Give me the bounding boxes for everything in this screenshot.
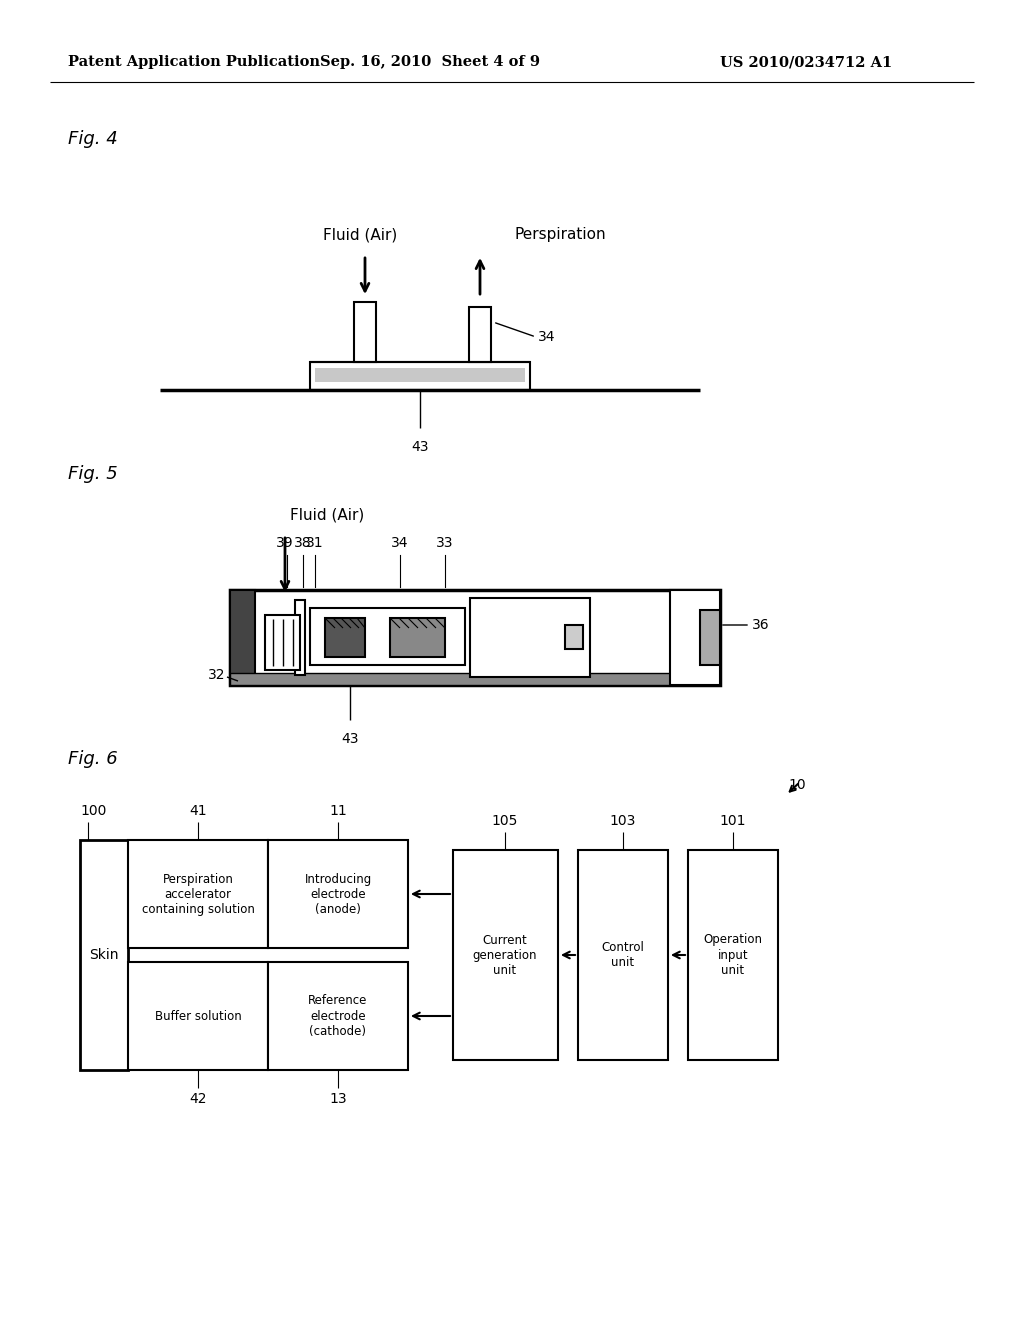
Bar <box>578 850 668 1060</box>
Bar <box>354 302 376 362</box>
Text: US 2010/0234712 A1: US 2010/0234712 A1 <box>720 55 892 69</box>
Text: Introducing
electrode
(anode): Introducing electrode (anode) <box>304 873 372 916</box>
Bar <box>310 362 530 389</box>
Text: 33: 33 <box>436 536 454 550</box>
Text: 42: 42 <box>189 1092 207 1106</box>
Text: 31: 31 <box>306 536 324 550</box>
Bar <box>390 618 445 657</box>
Text: Current
generation
unit: Current generation unit <box>473 933 538 977</box>
Bar <box>310 609 465 665</box>
Text: 10: 10 <box>788 777 806 792</box>
Text: 11: 11 <box>329 804 347 818</box>
Bar <box>230 590 255 685</box>
Bar <box>325 618 365 657</box>
Bar <box>700 610 720 665</box>
Bar <box>128 840 268 948</box>
Text: 101: 101 <box>720 814 746 828</box>
Text: Fluid (Air): Fluid (Air) <box>290 507 365 523</box>
Text: Perspiration: Perspiration <box>515 227 606 243</box>
Bar <box>670 590 720 685</box>
Text: Perspiration
accelerator
containing solution: Perspiration accelerator containing solu… <box>141 873 254 916</box>
Bar <box>315 368 525 381</box>
Text: 105: 105 <box>492 814 518 828</box>
Bar <box>268 840 408 948</box>
Text: Control
unit: Control unit <box>601 941 644 969</box>
Text: Sep. 16, 2010  Sheet 4 of 9: Sep. 16, 2010 Sheet 4 of 9 <box>319 55 540 69</box>
Text: Operation
input
unit: Operation input unit <box>703 933 763 977</box>
Bar <box>688 850 778 1060</box>
Text: Fluid (Air): Fluid (Air) <box>323 227 397 243</box>
Text: 34: 34 <box>538 330 555 345</box>
Bar <box>80 840 128 1071</box>
Bar <box>265 615 300 671</box>
Text: Patent Application Publication: Patent Application Publication <box>68 55 319 69</box>
Text: 32: 32 <box>208 668 225 682</box>
Text: Buffer solution: Buffer solution <box>155 1010 242 1023</box>
Bar <box>230 673 670 685</box>
Text: 38: 38 <box>294 536 312 550</box>
Text: 43: 43 <box>341 733 358 746</box>
Text: Fig. 5: Fig. 5 <box>68 465 118 483</box>
Text: 103: 103 <box>610 814 636 828</box>
Bar <box>295 601 305 675</box>
Bar <box>470 598 590 677</box>
Text: Skin: Skin <box>89 948 119 962</box>
Text: Fig. 6: Fig. 6 <box>68 750 118 768</box>
Text: 34: 34 <box>391 536 409 550</box>
Text: Reference
electrode
(cathode): Reference electrode (cathode) <box>308 994 368 1038</box>
Text: 39: 39 <box>276 536 294 550</box>
Text: 13: 13 <box>329 1092 347 1106</box>
Bar <box>128 962 268 1071</box>
Bar <box>469 308 490 362</box>
Text: 100: 100 <box>80 804 106 818</box>
Text: 43: 43 <box>412 440 429 454</box>
Text: 36: 36 <box>752 618 770 632</box>
Bar <box>565 624 583 649</box>
Bar <box>453 850 558 1060</box>
Text: 41: 41 <box>189 804 207 818</box>
Bar <box>230 590 720 685</box>
Text: Fig. 4: Fig. 4 <box>68 129 118 148</box>
Bar <box>268 962 408 1071</box>
